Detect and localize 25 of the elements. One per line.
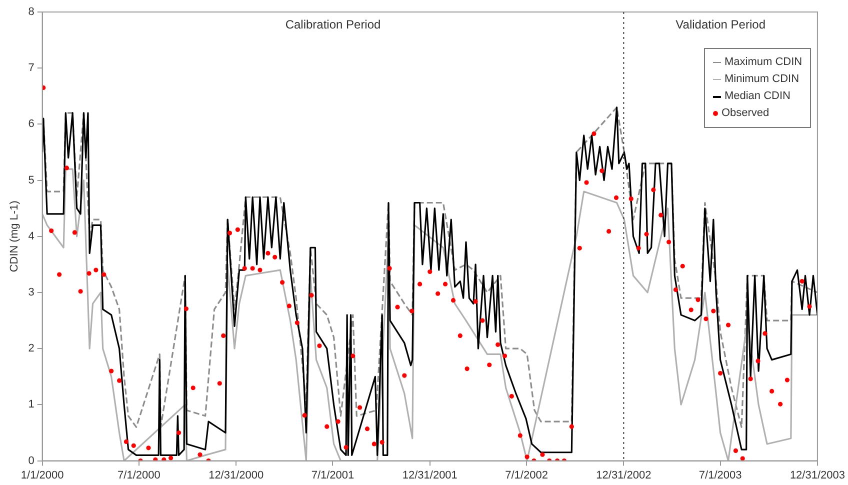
y-tick-label: 8 (28, 6, 34, 18)
x-tick-label: 7/1/2003 (698, 469, 742, 482)
x-tick-label: 1/1/2000 (20, 469, 64, 482)
x-tick-label: 7/1/2000 (118, 469, 160, 482)
annotation: Calibration Period (285, 17, 381, 32)
legend-label: Maximum CDIN (724, 55, 802, 70)
x-tick-label: 12/31/2002 (596, 469, 652, 482)
legend-label: Median CDIN (724, 89, 790, 104)
legend-label: Minimum CDIN (724, 72, 800, 87)
y-tick-label: 6 (28, 118, 34, 130)
x-tick-label: 12/31/2001 (402, 469, 458, 482)
y-tick-label: 3 (28, 286, 34, 299)
annotation: Validation Period (676, 17, 766, 32)
y-tick-label: 1 (28, 398, 34, 411)
x-tick-label: 12/31/2003 (790, 469, 846, 482)
x-tick-label: 7/1/2002 (505, 469, 548, 482)
y-tick-label: 0 (28, 454, 34, 467)
legend-label: Observed (721, 106, 770, 121)
y-tick-label: 4 (28, 230, 34, 242)
x-tick-label: 12/31/2000 (208, 469, 264, 482)
y-tick-label: 5 (28, 174, 34, 186)
y-tick-label: 7 (28, 62, 34, 74)
x-tick-label: 7/1/2001 (311, 469, 354, 482)
y-tick-label: 2 (28, 342, 34, 355)
y-axis-title: CDIN (mg L-1) (8, 200, 21, 272)
